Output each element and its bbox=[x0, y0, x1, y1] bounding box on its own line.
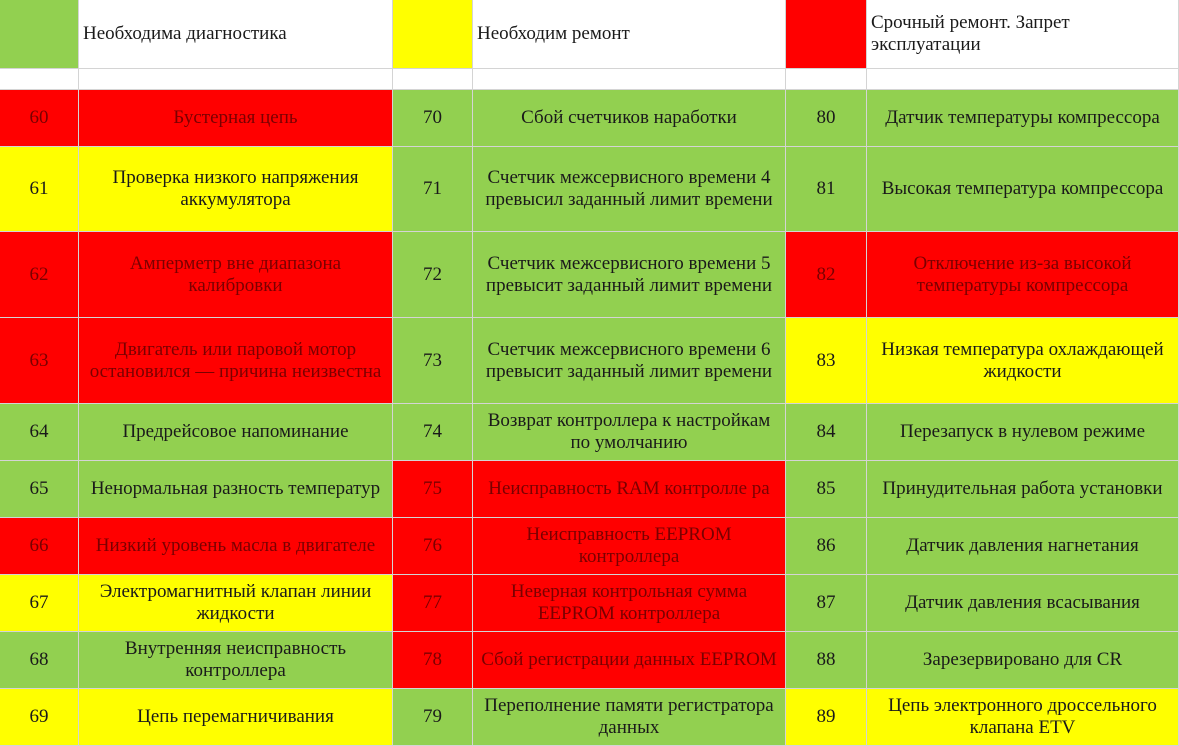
fault-code-60[interactable]: 60 bbox=[0, 90, 79, 147]
spacer-cell[interactable] bbox=[0, 69, 79, 90]
fault-code-65[interactable]: 65 bbox=[0, 461, 79, 518]
legend-swatch-yellow[interactable] bbox=[393, 0, 473, 69]
fault-code-76[interactable]: 76 bbox=[393, 518, 473, 575]
spacer-cell[interactable] bbox=[786, 69, 867, 90]
fault-code-84[interactable]: 84 bbox=[786, 404, 867, 461]
fault-description-61[interactable]: Проверка низкого напряжения аккумулятора bbox=[79, 147, 393, 232]
spacer-cell[interactable] bbox=[79, 69, 393, 90]
fault-description-76[interactable]: Неисправность EEPROM контроллера bbox=[473, 518, 786, 575]
fault-description-63[interactable]: Двигатель или паровой мотор остановился … bbox=[79, 318, 393, 404]
fault-description-62[interactable]: Амперметр вне диапазона калибровки bbox=[79, 232, 393, 318]
fault-description-69[interactable]: Цепь перемагничивания bbox=[79, 689, 393, 746]
fault-code-64[interactable]: 64 bbox=[0, 404, 79, 461]
fault-description-88[interactable]: Зарезервировано для CR bbox=[867, 632, 1179, 689]
fault-description-71[interactable]: Счетчик межсервисного времени 4 превысил… bbox=[473, 147, 786, 232]
fault-description-89[interactable]: Цепь электронного дроссельного клапана E… bbox=[867, 689, 1179, 746]
fault-description-84[interactable]: Перезапуск в нулевом режиме bbox=[867, 404, 1179, 461]
legend-swatch-green[interactable] bbox=[0, 0, 79, 69]
fault-code-62[interactable]: 62 bbox=[0, 232, 79, 318]
fault-description-73[interactable]: Счетчик межсервисного времени 6 превысит… bbox=[473, 318, 786, 404]
fault-description-85[interactable]: Принудительная работа установки bbox=[867, 461, 1179, 518]
fault-description-66[interactable]: Низкий уровень масла в двигателе bbox=[79, 518, 393, 575]
fault-code-87[interactable]: 87 bbox=[786, 575, 867, 632]
fault-code-88[interactable]: 88 bbox=[786, 632, 867, 689]
fault-code-67[interactable]: 67 bbox=[0, 575, 79, 632]
fault-description-64[interactable]: Предрейсовое напоминание bbox=[79, 404, 393, 461]
fault-code-72[interactable]: 72 bbox=[393, 232, 473, 318]
fault-code-79[interactable]: 79 bbox=[393, 689, 473, 746]
legend-label-yellow[interactable]: Необходим ремонт bbox=[473, 0, 786, 69]
fault-code-83[interactable]: 83 bbox=[786, 318, 867, 404]
fault-description-78[interactable]: Сбой регистрации данных EEPROM bbox=[473, 632, 786, 689]
fault-description-87[interactable]: Датчик давления всасывания bbox=[867, 575, 1179, 632]
fault-description-67[interactable]: Электромагнитный клапан линии жидкости bbox=[79, 575, 393, 632]
fault-code-80[interactable]: 80 bbox=[786, 90, 867, 147]
fault-code-89[interactable]: 89 bbox=[786, 689, 867, 746]
fault-description-75[interactable]: Неисправность RAM контролле ра bbox=[473, 461, 786, 518]
fault-code-68[interactable]: 68 bbox=[0, 632, 79, 689]
fault-description-80[interactable]: Датчик температуры компрессора bbox=[867, 90, 1179, 147]
spacer-cell[interactable] bbox=[393, 69, 473, 90]
legend-label-red[interactable]: Срочный ремонт. Запрет эксплуатации bbox=[867, 0, 1179, 69]
fault-code-73[interactable]: 73 bbox=[393, 318, 473, 404]
fault-description-60[interactable]: Бустерная цепь bbox=[79, 90, 393, 147]
fault-code-77[interactable]: 77 bbox=[393, 575, 473, 632]
fault-code-74[interactable]: 74 bbox=[393, 404, 473, 461]
fault-description-77[interactable]: Неверная контрольная сумма EEPROM контро… bbox=[473, 575, 786, 632]
fault-description-72[interactable]: Счетчик межсервисного времени 5 превысит… bbox=[473, 232, 786, 318]
fault-code-75[interactable]: 75 bbox=[393, 461, 473, 518]
spacer-cell[interactable] bbox=[473, 69, 786, 90]
fault-description-83[interactable]: Низкая температура охлаждающей жидкости bbox=[867, 318, 1179, 404]
fault-code-61[interactable]: 61 bbox=[0, 147, 79, 232]
fault-description-79[interactable]: Переполнение памяти регистратора данных bbox=[473, 689, 786, 746]
fault-code-78[interactable]: 78 bbox=[393, 632, 473, 689]
fault-description-65[interactable]: Ненормальная разность температур bbox=[79, 461, 393, 518]
fault-description-81[interactable]: Высокая температура компрессора bbox=[867, 147, 1179, 232]
fault-code-66[interactable]: 66 bbox=[0, 518, 79, 575]
fault-description-70[interactable]: Сбой счетчиков наработки bbox=[473, 90, 786, 147]
fault-code-81[interactable]: 81 bbox=[786, 147, 867, 232]
fault-code-85[interactable]: 85 bbox=[786, 461, 867, 518]
fault-code-63[interactable]: 63 bbox=[0, 318, 79, 404]
legend-swatch-red[interactable] bbox=[786, 0, 867, 69]
fault-description-68[interactable]: Внутренняя неисправность контроллера bbox=[79, 632, 393, 689]
fault-code-82[interactable]: 82 bbox=[786, 232, 867, 318]
legend-label-green[interactable]: Необходима диагностика bbox=[79, 0, 393, 69]
fault-description-82[interactable]: Отключение из-за высокой температуры ком… bbox=[867, 232, 1179, 318]
fault-description-74[interactable]: Возврат контроллера к настройкам по умол… bbox=[473, 404, 786, 461]
fault-code-69[interactable]: 69 bbox=[0, 689, 79, 746]
spacer-cell[interactable] bbox=[867, 69, 1179, 90]
fault-code-86[interactable]: 86 bbox=[786, 518, 867, 575]
fault-code-71[interactable]: 71 bbox=[393, 147, 473, 232]
fault-description-86[interactable]: Датчик давления нагнетания bbox=[867, 518, 1179, 575]
fault-code-70[interactable]: 70 bbox=[393, 90, 473, 147]
